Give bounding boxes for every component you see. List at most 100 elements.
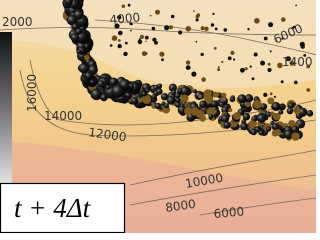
particle	[285, 56, 291, 62]
particle	[237, 94, 247, 103]
particle	[164, 103, 169, 109]
particle	[291, 132, 300, 141]
particle	[154, 40, 158, 45]
particle	[193, 10, 195, 13]
contour-label: 16000	[25, 74, 39, 112]
particle	[149, 14, 152, 17]
particle	[156, 88, 163, 95]
particle	[218, 101, 225, 108]
contour-label: 12000	[88, 125, 128, 144]
particle	[178, 30, 183, 35]
particle	[233, 112, 241, 120]
particle	[131, 97, 139, 105]
particle	[161, 58, 164, 62]
particle	[248, 120, 256, 128]
particle	[265, 111, 272, 118]
contour-label: 2000	[2, 15, 33, 29]
particle	[214, 27, 218, 31]
contour-label: 8000	[164, 197, 196, 215]
particle	[223, 121, 231, 129]
particle	[251, 116, 257, 122]
particle	[275, 40, 278, 43]
particle	[217, 68, 221, 72]
particle	[170, 14, 175, 19]
particle	[159, 51, 165, 57]
particle	[213, 46, 217, 50]
particle	[263, 92, 268, 97]
contours	[0, 19, 316, 216]
particle	[89, 79, 95, 85]
particle	[201, 77, 206, 82]
particle	[127, 3, 131, 7]
particle	[273, 112, 281, 121]
particle	[306, 110, 314, 117]
particle	[206, 109, 211, 114]
particle	[306, 64, 311, 69]
particle	[141, 91, 147, 97]
particle	[160, 93, 169, 101]
particles	[62, 0, 314, 141]
particle	[233, 58, 236, 61]
particle	[184, 106, 193, 116]
particle	[199, 100, 207, 108]
particle	[227, 56, 232, 61]
particle	[145, 40, 147, 43]
contour-line	[129, 174, 316, 206]
particle	[151, 26, 156, 31]
particle	[181, 94, 189, 102]
particle	[230, 50, 235, 56]
particle	[198, 94, 202, 99]
particle	[166, 96, 176, 105]
contour-line	[199, 197, 316, 216]
particle	[155, 9, 160, 15]
particle	[84, 43, 90, 49]
contour-line	[129, 149, 316, 186]
particle	[73, 9, 84, 20]
particle	[208, 114, 214, 119]
caption: t + 4Δt	[14, 193, 92, 223]
particle	[180, 86, 190, 96]
particle	[195, 40, 198, 43]
particle	[212, 91, 219, 98]
particle	[254, 126, 261, 133]
particle	[178, 88, 183, 93]
particle	[123, 51, 128, 57]
particle	[200, 26, 205, 31]
particle	[145, 52, 148, 55]
particle	[139, 34, 144, 40]
particle	[84, 54, 90, 61]
particle	[212, 12, 215, 15]
contour-label: 1400	[282, 55, 313, 69]
particle	[267, 97, 275, 105]
particle	[117, 39, 121, 42]
particle	[117, 43, 122, 49]
particle	[267, 62, 271, 66]
particle	[289, 60, 295, 66]
particle	[174, 101, 181, 108]
particle	[200, 52, 204, 57]
particle	[265, 126, 272, 132]
particle	[84, 72, 93, 80]
caption-box	[0, 182, 126, 233]
particle	[221, 96, 227, 102]
particle	[192, 89, 197, 94]
particle	[242, 113, 251, 121]
particle	[273, 95, 276, 98]
particle	[154, 102, 162, 110]
particle	[64, 0, 74, 6]
particle	[204, 94, 214, 104]
particle	[229, 96, 236, 103]
particle	[287, 102, 295, 109]
particle	[175, 97, 181, 103]
particle	[145, 88, 150, 93]
particle	[169, 25, 173, 30]
particle	[254, 18, 260, 24]
particle	[221, 114, 230, 123]
particle	[245, 102, 251, 108]
particle	[164, 25, 170, 31]
particle	[191, 71, 197, 77]
particle	[267, 67, 272, 73]
particle	[117, 15, 122, 20]
particle	[283, 129, 294, 140]
particle	[121, 4, 126, 8]
